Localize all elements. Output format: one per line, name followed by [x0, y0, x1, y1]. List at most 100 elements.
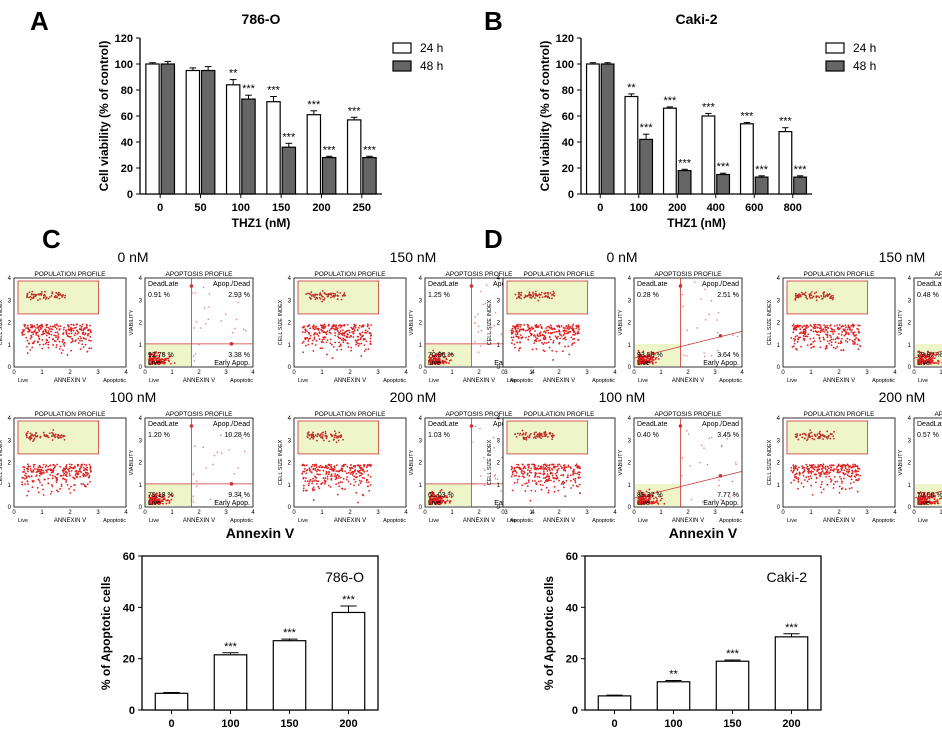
event-dot: [352, 332, 355, 335]
event-dot: [544, 435, 547, 438]
event-dot: [560, 483, 563, 485]
event-dot: [163, 494, 165, 497]
event-dot: [55, 481, 58, 484]
event-dot: [718, 484, 720, 487]
event-dot: [840, 477, 843, 480]
event-dot: [22, 466, 25, 468]
event-dot: [153, 503, 156, 505]
event-dot: [27, 437, 30, 439]
event-dot: [323, 323, 326, 326]
event-dot: [317, 432, 319, 435]
event-dot: [716, 319, 718, 321]
event-dot: [535, 435, 538, 438]
event-dot: [442, 356, 445, 359]
event-dot: [73, 477, 76, 480]
event-dot: [510, 333, 513, 335]
event-dot: [551, 472, 553, 475]
event-dot: [477, 351, 480, 353]
quadrant-lower-left-value: 70.00 %: [917, 492, 942, 499]
quadrant-lower-left-value: 88.37 %: [637, 492, 663, 499]
event-dot: [510, 465, 513, 468]
inset-label: 786-O: [325, 569, 364, 585]
event-dot: [336, 329, 339, 331]
event-dot: [827, 327, 830, 329]
event-dot: [29, 323, 32, 326]
event-dot: [851, 339, 854, 342]
event-dot: [681, 457, 684, 459]
event-dot: [243, 450, 246, 453]
event-dot: [798, 295, 800, 298]
event-dot: [89, 480, 91, 483]
event-dot: [328, 329, 331, 332]
event-dot: [358, 342, 361, 345]
event-dot: [527, 479, 530, 482]
y-tick-label: 120: [556, 33, 574, 45]
flow-y-label: VIABILITY: [898, 309, 904, 335]
x-tick-label: 800: [784, 202, 802, 214]
event-dot: [333, 466, 336, 469]
flow-y-tick: 3: [288, 438, 292, 444]
event-dot: [793, 339, 796, 342]
event-dot: [62, 435, 65, 438]
event-dot: [62, 332, 65, 334]
event-dot: [844, 339, 847, 342]
event-dot: [536, 337, 539, 340]
event-dot: [66, 354, 69, 356]
event-dot: [854, 469, 857, 471]
y-tick-label: 20: [562, 163, 574, 175]
event-dot: [350, 349, 352, 352]
quadrant-lower-left-value: 92.78 %: [148, 352, 174, 359]
event-dot: [360, 480, 363, 483]
event-dot: [811, 437, 814, 440]
y-tick-label: 60: [121, 111, 133, 123]
event-dot: [161, 500, 164, 503]
event-dot: [350, 471, 353, 474]
event-dot: [82, 346, 85, 348]
event-dot: [322, 469, 325, 472]
event-dot: [80, 325, 83, 328]
event-dot: [799, 324, 802, 327]
flow-x-tick: 4: [251, 510, 255, 516]
event-dot: [53, 435, 56, 438]
event-dot: [44, 329, 47, 332]
event-dot: [40, 469, 43, 472]
event-dot: [843, 329, 846, 332]
event-dot: [528, 463, 531, 466]
event-dot: [353, 484, 355, 487]
event-dot: [65, 330, 68, 333]
event-dot: [552, 341, 555, 344]
event-dot: [518, 347, 521, 350]
quadrant-lower-right-value: 3.64 %: [717, 352, 739, 359]
event-dot: [29, 437, 32, 440]
event-dot: [514, 469, 517, 472]
event-dot: [534, 476, 536, 478]
event-dot: [833, 468, 836, 470]
event-dot: [682, 305, 684, 308]
event-dot: [212, 463, 214, 466]
event-dot: [825, 471, 828, 474]
apoptosis-profile-title: APOPTOSIS PROFILE: [445, 271, 513, 278]
event-dot: [522, 438, 525, 441]
event-dot: [527, 338, 530, 341]
event-dot: [88, 463, 91, 466]
event-dot: [832, 294, 834, 297]
event-dot: [77, 337, 80, 340]
event-dot: [319, 297, 322, 300]
event-dot: [85, 472, 87, 474]
event-dot: [342, 341, 345, 344]
event-dot: [79, 470, 82, 473]
event-dot: [681, 474, 683, 477]
event-dot: [798, 472, 801, 475]
event-dot: [87, 472, 90, 475]
event-dot: [816, 466, 819, 469]
event-dot: [322, 439, 325, 442]
event-dot: [807, 475, 810, 478]
y-tick-label: 100: [115, 59, 133, 71]
event-dot: [798, 336, 800, 339]
event-dot: [517, 293, 520, 295]
event-dot: [554, 472, 557, 475]
event-dot: [557, 330, 560, 333]
bar: [677, 170, 692, 195]
event-dot: [448, 491, 451, 493]
population-profile-title: POPULATION PROFILE: [803, 271, 875, 278]
